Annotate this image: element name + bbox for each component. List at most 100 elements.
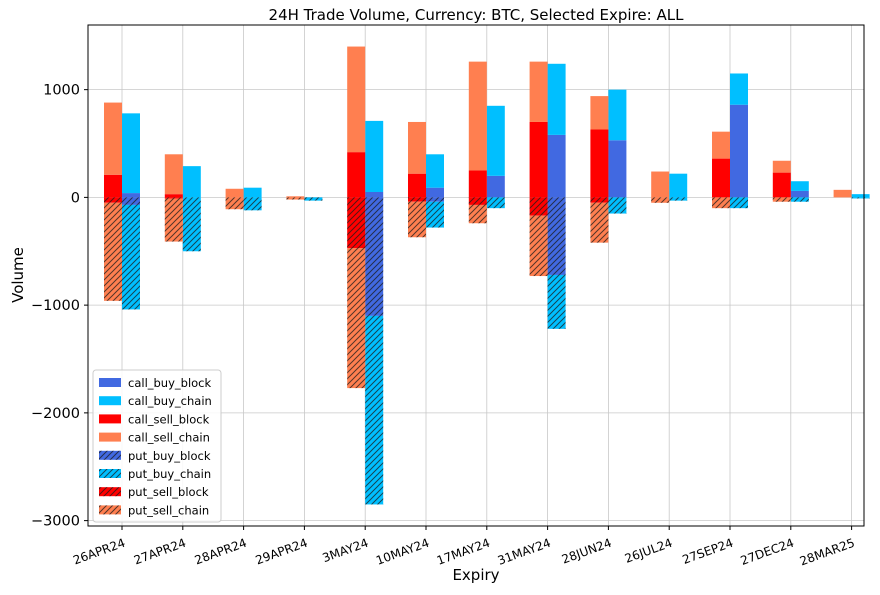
bar-hatch-put-sell-block <box>164 197 183 199</box>
bar-call-buy-chain <box>182 166 201 198</box>
bar-call-buy-block <box>730 104 748 198</box>
bar-hatch-put-buy-chain <box>182 197 201 252</box>
x-tick-label: 27APR24 <box>132 536 188 568</box>
bar-call-buy-chain <box>122 113 140 194</box>
legend-label: call_sell_chain <box>128 431 210 445</box>
x-tick-label: 17MAY24 <box>435 536 492 568</box>
y-tick-label: −1000 <box>31 298 80 314</box>
bar-hatch-put-sell-chain <box>590 202 609 243</box>
y-axis-label: Volume <box>9 247 27 303</box>
bar-hatch-put-sell-block <box>590 197 609 203</box>
bar-hatch-put-buy-block <box>122 197 140 205</box>
bar-call-sell-block <box>164 194 183 198</box>
x-tick-label: 27DEC24 <box>739 536 796 568</box>
bar-call-sell-chain <box>590 96 609 130</box>
bar-hatch-put-buy-chain <box>122 204 140 310</box>
bar-call-sell-chain <box>164 154 183 195</box>
bar-hatch-put-sell-block <box>408 197 426 202</box>
bar-hatch-put-sell-chain <box>651 197 670 203</box>
y-tick-label: −2000 <box>31 406 80 422</box>
bar-call-sell-chain <box>286 196 305 198</box>
bar-call-buy-block <box>486 175 505 198</box>
bar-call-buy-chain <box>608 89 627 141</box>
x-tick-label: 3MAY24 <box>320 536 370 566</box>
bar-hatch-put-sell-block <box>104 197 122 203</box>
legend-label: put_sell_chain <box>128 503 209 517</box>
x-tick-label: 31MAY24 <box>496 536 553 568</box>
bar-call-buy-chain <box>851 194 870 198</box>
bar-call-sell-chain <box>651 171 670 198</box>
legend-label: call_sell_block <box>128 412 210 426</box>
legend-swatch-call-buy-chain <box>99 396 121 406</box>
bar-call-buy-chain <box>790 181 809 191</box>
bars <box>104 46 870 505</box>
x-tick-label: 26APR24 <box>71 536 127 568</box>
bar-call-sell-block <box>104 174 122 198</box>
legend-label: put_sell_block <box>128 485 209 499</box>
bar-call-sell-chain <box>225 188 244 198</box>
bar-call-sell-chain <box>529 61 548 122</box>
bar-hatch-put-buy-block <box>426 197 444 202</box>
bar-call-buy-chain <box>486 105 505 176</box>
bar-hatch-put-buy-chain <box>730 197 748 209</box>
legend-swatch-hatch <box>99 487 121 497</box>
bar-hatch-put-buy-block <box>547 197 566 275</box>
bar-hatch-put-buy-chain <box>608 197 627 214</box>
bar-call-buy-chain <box>547 63 566 135</box>
plot-frame <box>87 24 865 527</box>
bar-hatch-put-buy-chain <box>486 197 505 209</box>
bar-hatch-put-buy-chain <box>426 201 444 228</box>
bar-call-buy-block <box>426 187 444 198</box>
bar-hatch-put-buy-block <box>365 197 384 316</box>
bar-hatch-put-sell-block <box>529 197 548 216</box>
bar-hatch-put-sell-block <box>347 197 366 249</box>
bar-hatch-put-buy-chain <box>304 197 323 201</box>
legend-label: call_buy_block <box>128 376 212 390</box>
bar-call-sell-chain <box>833 189 852 198</box>
bar-call-sell-block <box>468 170 487 198</box>
bar-hatch-put-sell-chain <box>286 197 305 200</box>
bar-hatch-put-sell-chain <box>468 204 487 224</box>
bar-hatch-put-sell-chain <box>104 202 122 301</box>
bar-call-sell-block <box>712 158 730 198</box>
bar-hatch-put-sell-chain <box>408 201 426 238</box>
bar-call-sell-chain <box>104 102 122 175</box>
bar-hatch-put-sell-chain <box>529 215 548 277</box>
legend-swatch-call-buy-block <box>99 378 121 387</box>
x-tick-label: 10MAY24 <box>374 536 431 568</box>
bar-hatch-put-buy-chain <box>365 315 384 505</box>
legend: call_buy_block call_buy_chain call_sell_bl… <box>92 369 222 523</box>
legend-label: put_buy_block <box>128 449 211 463</box>
bar-hatch-put-sell-chain <box>772 197 791 202</box>
y-axis-ticks: −3000 −2000 −1000 0 1000 <box>31 83 88 530</box>
bar-call-buy-chain <box>669 173 688 198</box>
x-tick-label: 28APR24 <box>193 536 249 568</box>
bar-hatch-put-buy-chain <box>790 197 809 202</box>
y-tick-label: 0 <box>71 190 80 206</box>
x-tick-label: 26JUL24 <box>623 536 674 566</box>
bar-call-buy-block <box>608 140 627 198</box>
bar-call-sell-block <box>772 172 791 198</box>
bar-call-buy-chain <box>426 154 444 188</box>
bar-call-buy-chain <box>243 187 262 198</box>
bar-call-sell-chain <box>408 121 426 174</box>
bar-call-sell-chain <box>772 160 791 173</box>
bar-call-buy-block <box>122 193 140 198</box>
x-tick-label: 29APR24 <box>254 536 310 568</box>
bar-hatch-put-sell-chain <box>712 197 730 209</box>
bar-call-sell-block <box>590 129 609 198</box>
chart-title: 24H Trade Volume, Currency: BTC, Selecte… <box>269 6 685 24</box>
legend-swatch-hatch <box>99 505 121 515</box>
x-tick-label: 27SEP24 <box>680 536 735 567</box>
y-tick-label: 1000 <box>43 83 80 99</box>
bar-hatch-put-buy-chain <box>851 197 870 199</box>
bar-hatch-put-sell-chain <box>164 198 183 242</box>
bar-call-buy-chain <box>730 73 748 105</box>
legend-swatch-hatch <box>99 450 121 460</box>
legend-label: call_buy_chain <box>128 394 212 408</box>
legend-swatch-call-sell-block <box>99 414 121 424</box>
bar-call-sell-block <box>529 121 548 198</box>
bar-hatch-put-buy-chain <box>243 197 262 211</box>
x-tick-label: 28MAR25 <box>798 536 857 569</box>
